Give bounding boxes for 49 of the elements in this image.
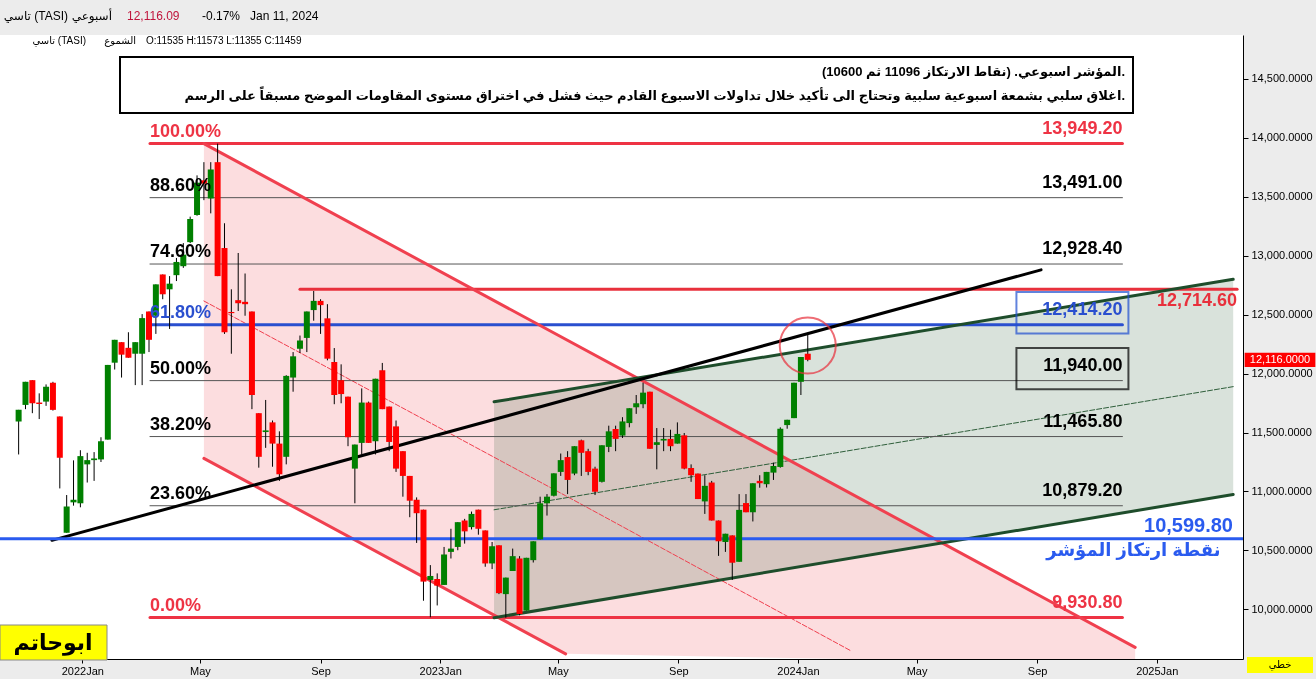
annotation: 38.20%	[149, 413, 212, 434]
x-tick-label: 2025Jan	[1136, 664, 1179, 677]
y-tick-label: 12,500.0000	[1251, 308, 1313, 321]
y-tick-label: 11,500.0000	[1251, 426, 1312, 439]
annotation: 11,465.80	[1043, 410, 1123, 431]
x-tick-label: May	[547, 664, 570, 677]
text: -0.17%	[202, 9, 241, 23]
text: 12,116.09	[127, 9, 180, 23]
annotation: 0.00%	[149, 594, 202, 615]
x-tick-label: Sep	[311, 664, 331, 677]
y-tick-label: 14,000.0000	[1251, 131, 1313, 144]
y-tick-label: 11,000.0000	[1251, 485, 1312, 497]
annotation: 100.00%	[149, 120, 222, 141]
x-tick-label: 2023Jan	[419, 664, 462, 677]
x-tick-label: May	[906, 664, 928, 677]
annotation: 9,930.80	[1052, 591, 1123, 612]
y-tick-label: 13,500.0000	[1251, 190, 1313, 203]
annotation: 13,949.20	[1042, 117, 1123, 138]
x-tick-label: Sep	[1027, 664, 1048, 677]
annotation: 10,879.20	[1042, 479, 1123, 500]
ref-line-label: 10,599.80	[1144, 513, 1233, 536]
annotation: الشموع	[104, 35, 136, 47]
y-tick-label: 10,000.0000	[1251, 602, 1313, 615]
y-tick-label: 14,500.0000	[1251, 72, 1313, 85]
x-tick-label: Sep	[669, 664, 689, 677]
annotation: 23.60%	[149, 482, 212, 503]
annotation: تاسي (TASI)	[32, 35, 86, 47]
annotation: O:11535 H:11573 L:11355 C:11459	[146, 35, 302, 46]
y-tick-label: 10,500.0000	[1251, 543, 1313, 556]
annotation: 12,714.60	[1157, 290, 1238, 311]
text: تاسي (TASI)	[3, 9, 68, 23]
x-tick-label: May	[190, 664, 212, 677]
y-tick-label: 13,000.0000	[1251, 249, 1313, 262]
text: أسبوعي	[71, 8, 112, 24]
annotation: 13,491.00	[1042, 171, 1123, 192]
annotation: اغلاق سلبي بشمعة اسبوعية سلبية وتحتاج الى تأكيد خلال تداولات الاسبوع القادم حيث فشل في اختراق مستوى المقاومات الموضح مسبقاً على الرسم.	[184, 86, 1125, 104]
annotation: المؤشر اسبوعي. (نقاط الارتكاز 11096 ثم 10600).	[821, 64, 1125, 79]
y-tick-label: 12,000.0000	[1251, 367, 1313, 380]
annotation: 50.00%	[149, 357, 212, 378]
x-tick-label: 2024Jan	[777, 664, 820, 677]
text: Jan 11, 2024	[250, 9, 319, 23]
annotation: ابوحاتم	[13, 630, 93, 656]
annotation: 12,414.20	[1042, 298, 1123, 319]
text: خطي	[1268, 659, 1292, 671]
x-tick-label: 2022Jan	[61, 664, 104, 677]
text: 12,116.0000	[1249, 352, 1311, 365]
annotation: نقطة ارتكاز المؤشر	[1045, 539, 1221, 561]
annotation: 11,940.00	[1043, 354, 1123, 375]
annotation: 12,928.40	[1042, 238, 1123, 259]
